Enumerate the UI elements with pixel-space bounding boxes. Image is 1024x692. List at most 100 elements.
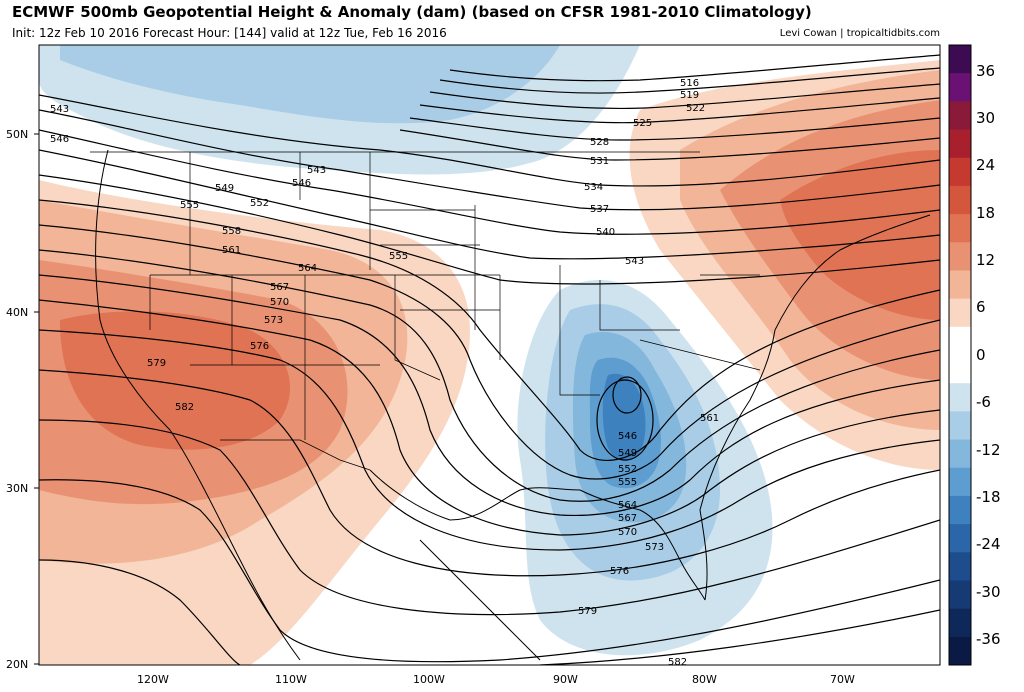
colorbar-swatch	[949, 552, 971, 581]
contour-label: 564	[618, 500, 637, 511]
contour-label: 582	[175, 402, 194, 413]
contour-label: 543	[307, 165, 326, 176]
lon-label: 100W	[413, 673, 445, 686]
contour-label: 522	[686, 103, 705, 114]
map-credit: Levi Cowan | tropicaltidbits.com	[779, 28, 940, 39]
colorbar-label: -36	[976, 630, 1001, 648]
lon-label: 120W	[137, 673, 169, 686]
colorbar-swatch	[949, 580, 971, 610]
colorbar-label: -24	[976, 535, 1001, 553]
colorbar-swatch	[949, 524, 971, 553]
contour-label: 570	[618, 527, 637, 538]
contour-label: 567	[618, 513, 637, 524]
contour-label: 543	[625, 256, 644, 267]
colorbar-labels: 36 30 24 18 12 6 0 -6 -12 -18 -24 -30 -3…	[976, 62, 1001, 648]
contour-label: 570	[270, 297, 289, 308]
anomaly-positive-west-strong	[60, 311, 290, 450]
colorbar-swatch	[949, 383, 971, 412]
contour-label: 576	[250, 341, 269, 352]
longitude-axis: 120W 110W 100W 90W 80W 70W	[137, 673, 855, 686]
colorbar-label: -30	[976, 583, 1001, 601]
colorbar-frame	[948, 44, 972, 666]
anomaly-negative-north-weak	[60, 45, 560, 124]
colorbar-label: 6	[976, 298, 986, 316]
colorbar-swatch	[949, 355, 971, 384]
lat-label: 50N	[6, 128, 28, 141]
colorbar-swatch	[949, 467, 971, 497]
lat-label: 40N	[6, 306, 28, 319]
contour-label: 561	[700, 413, 719, 424]
latitude-axis: 50N 40N 30N 20N	[6, 128, 39, 671]
contour-label: 576	[610, 566, 629, 577]
contour-label: 531	[590, 156, 609, 167]
colorbar-swatch	[949, 608, 971, 638]
contour-label: 579	[147, 358, 166, 369]
colorbar-swatch	[949, 242, 971, 271]
colorbar-swatch	[949, 636, 971, 666]
colorbar-label: 18	[976, 204, 995, 222]
map-frame	[38, 44, 941, 666]
contour-label: 561	[222, 245, 241, 256]
contour-label: 546	[618, 431, 637, 442]
colorbar-swatch	[949, 101, 971, 131]
colorbar-swatch	[949, 129, 971, 159]
contour-label: 543	[50, 104, 69, 115]
map-title: ECMWF 500mb Geopotential Height & Anomal…	[12, 3, 812, 21]
contour-label: 573	[264, 315, 283, 326]
colorbar-label: 30	[976, 109, 995, 127]
colorbar-swatch	[949, 270, 971, 300]
lat-label: 20N	[6, 658, 28, 671]
contour-label: 534	[584, 182, 603, 193]
contour-label: 564	[298, 263, 317, 274]
height-contours	[39, 54, 940, 665]
map-subtitle: Init: 12z Feb 10 2016 Forecast Hour: [14…	[12, 26, 447, 40]
contour-label: 546	[50, 134, 69, 145]
lat-label: 30N	[6, 482, 28, 495]
contour-label: 558	[222, 226, 241, 237]
colorbar-swatch	[949, 495, 971, 525]
contour-label: 573	[645, 542, 664, 553]
anomaly-field	[39, 45, 940, 665]
contour-label: 552	[250, 198, 269, 209]
contour-label: 525	[633, 118, 652, 129]
colorbar-label: 36	[976, 62, 995, 80]
lon-label: 90W	[553, 673, 578, 686]
colorbar-swatch	[949, 157, 971, 187]
lon-label: 110W	[275, 673, 307, 686]
lon-label: 70W	[830, 673, 855, 686]
coastlines	[95, 149, 931, 661]
contour-label: 516	[680, 78, 699, 89]
colorbar-label: 0	[976, 346, 986, 364]
colorbar-swatch	[949, 214, 971, 243]
contour-label: 549	[618, 448, 637, 459]
contour-label: 582	[668, 657, 687, 668]
contour-label: 528	[590, 137, 609, 148]
colorbar-swatch	[949, 45, 971, 74]
colorbar-swatch	[949, 326, 971, 356]
colorbar-label: -6	[976, 393, 991, 411]
contour-label: 519	[680, 90, 699, 101]
colorbar-label: -12	[976, 441, 1001, 459]
contour-label: 546	[292, 178, 311, 189]
lon-label: 80W	[692, 673, 717, 686]
colorbar-swatch	[949, 73, 971, 102]
colorbar-label: 24	[976, 156, 995, 174]
colorbar-swatch	[949, 439, 971, 469]
contour-label: 555	[389, 251, 408, 262]
colorbar-label: 12	[976, 251, 995, 269]
contour-label: 537	[590, 204, 609, 215]
anomaly-positive-east-strong	[780, 150, 940, 320]
contour-label: 567	[270, 282, 289, 293]
anomaly-colorbar	[948, 44, 972, 666]
contour-label: 579	[578, 606, 597, 617]
contour-label: 540	[596, 227, 615, 238]
contour-label: 555	[180, 200, 199, 211]
contour-label: 555	[618, 477, 637, 488]
contour-label: 549	[215, 183, 234, 194]
colorbar-swatch	[949, 411, 971, 441]
colorbar-swatch	[949, 298, 971, 328]
contour-labels: 516 519 522 525 528 531 534 537 540 543 …	[50, 78, 719, 668]
contour-label: 552	[618, 464, 637, 475]
colorbar-label: -18	[976, 488, 1001, 506]
